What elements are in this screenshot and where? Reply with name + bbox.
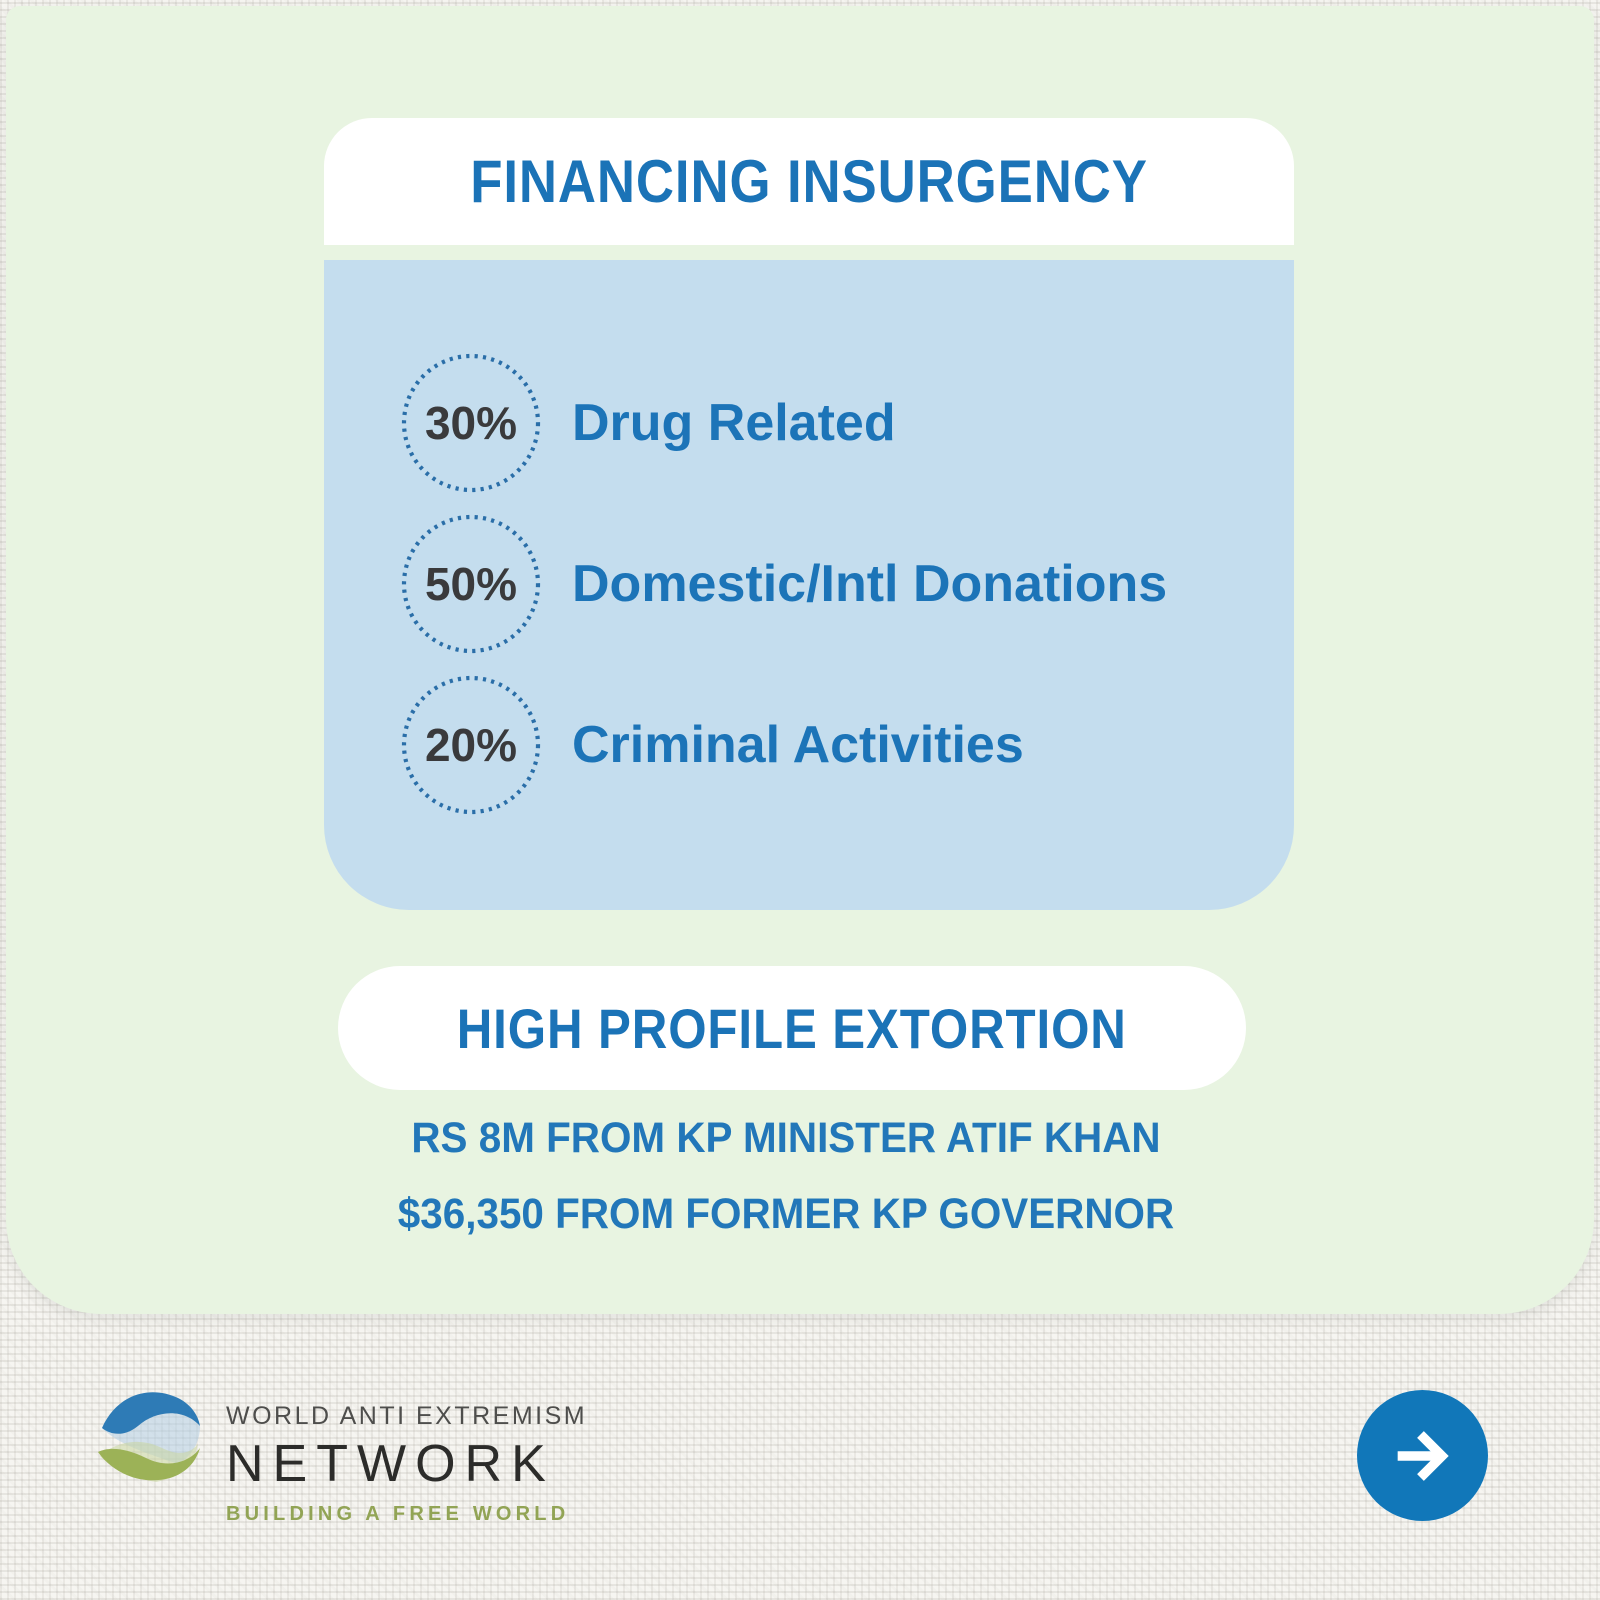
stat-percent-value: 20% — [424, 719, 518, 771]
stat-label: Drug Related — [572, 394, 896, 452]
footer-bar: WORLD ANTI EXTREMISM NETWORK BUILDING A … — [0, 1314, 1600, 1600]
stat-percent-circle: 50% — [400, 513, 542, 655]
stat-row-donations: 50% Domestic/Intl Donations — [400, 513, 1294, 655]
stat-row-criminal-activities: 20% Criminal Activities — [400, 674, 1294, 816]
financing-title-card: FINANCING INSURGENCY — [324, 118, 1294, 245]
arrow-right-icon — [1397, 1430, 1449, 1481]
extortion-line-1: RS 8M FROM KP MINISTER ATIF KHAN — [411, 1114, 1161, 1162]
stat-percent-circle: 20% — [400, 674, 542, 816]
dotted-circle-icon — [401, 353, 541, 493]
waen-logo: WORLD ANTI EXTREMISM NETWORK BUILDING A … — [90, 1376, 587, 1526]
extortion-details: RS 8M FROM KP MINISTER ATIF KHAN $36,350… — [241, 1100, 1331, 1252]
financing-title: FINANCING INSURGENCY — [470, 148, 1148, 215]
logo-org-name-top: WORLD ANTI EXTREMISM — [226, 1402, 588, 1430]
extortion-title: HIGH PROFILE EXTORTION — [456, 996, 1128, 1060]
financing-stats-panel: 30% Drug Related 50% Domestic/Intl Donat… — [324, 260, 1294, 910]
stat-percent-circle: 30% — [400, 352, 542, 494]
logo-tagline: BUILDING A FREE WORLD — [226, 1503, 570, 1525]
dotted-circle-icon — [401, 514, 541, 654]
extortion-title-card: HIGH PROFILE EXTORTION — [338, 966, 1246, 1090]
dotted-circle-icon — [401, 675, 541, 815]
stat-label: Criminal Activities — [572, 716, 1024, 774]
stat-row-drug-related: 30% Drug Related — [400, 352, 1294, 494]
extortion-line-2: $36,350 FROM FORMER KP GOVERNOR — [397, 1190, 1175, 1238]
logo-org-name-main: NETWORK — [226, 1435, 555, 1493]
waen-logo-wordmark: WORLD ANTI EXTREMISM NETWORK BUILDING A … — [226, 1376, 587, 1526]
stat-percent-value: 30% — [424, 397, 518, 449]
waen-logo-icon — [98, 1392, 200, 1482]
next-slide-button[interactable] — [1357, 1390, 1488, 1521]
green-background-panel: FINANCING INSURGENCY 30% Drug Related 50… — [6, 6, 1594, 1314]
stat-percent-value: 50% — [424, 558, 518, 610]
stat-label: Domestic/Intl Donations — [572, 555, 1168, 613]
